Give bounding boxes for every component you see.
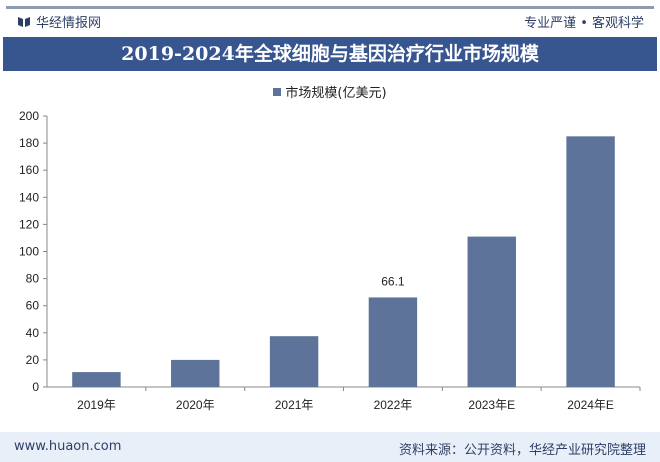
source-note: 资料来源：公开资料，华经产业研究院整理 [398,443,646,458]
bar [467,236,516,387]
top-rule [6,6,654,9]
legend-swatch [273,88,282,96]
chart-title: 2019-2024年全球细胞与基因治疗行业市场规模 [3,37,657,71]
legend: 市场规模(亿美元) [0,82,660,101]
bar [368,297,418,387]
bar [566,136,615,387]
x-tick-label: 2023年E [468,398,515,412]
y-tick-label: 180 [19,136,39,150]
footer: www.huaon.com 资料来源：公开资料，华经产业研究院整理 [0,432,660,462]
bar [269,336,319,387]
y-tick-label: 160 [19,163,39,177]
y-tick-label: 60 [26,299,40,313]
website-link[interactable]: www.huaon.com [14,439,122,454]
logo-icon [18,16,30,27]
y-tick-label: 0 [32,380,39,394]
x-tick-label: 2021年 [275,398,314,412]
x-tick-label: 2019年 [77,398,116,412]
slogan: 专业严谨 • 客观科学 [524,16,644,31]
y-tick-label: 80 [26,272,40,286]
brand: 华经情报网 [18,12,101,31]
y-tick-label: 200 [19,109,39,123]
x-tick-label: 2022年 [374,398,413,412]
brand-name: 华经情报网 [36,16,102,31]
legend-label: 市场规模(亿美元) [285,86,387,101]
bar [72,372,121,387]
y-tick-label: 120 [19,217,39,231]
y-tick-label: 140 [19,190,39,204]
data-label: 66.1 [381,274,405,288]
y-tick-label: 40 [26,326,40,340]
x-tick-label: 2024年E [567,398,614,412]
y-tick-label: 100 [19,245,39,259]
y-tick-label: 20 [26,353,40,367]
bar [171,359,220,387]
x-tick-label: 2020年 [176,398,215,412]
